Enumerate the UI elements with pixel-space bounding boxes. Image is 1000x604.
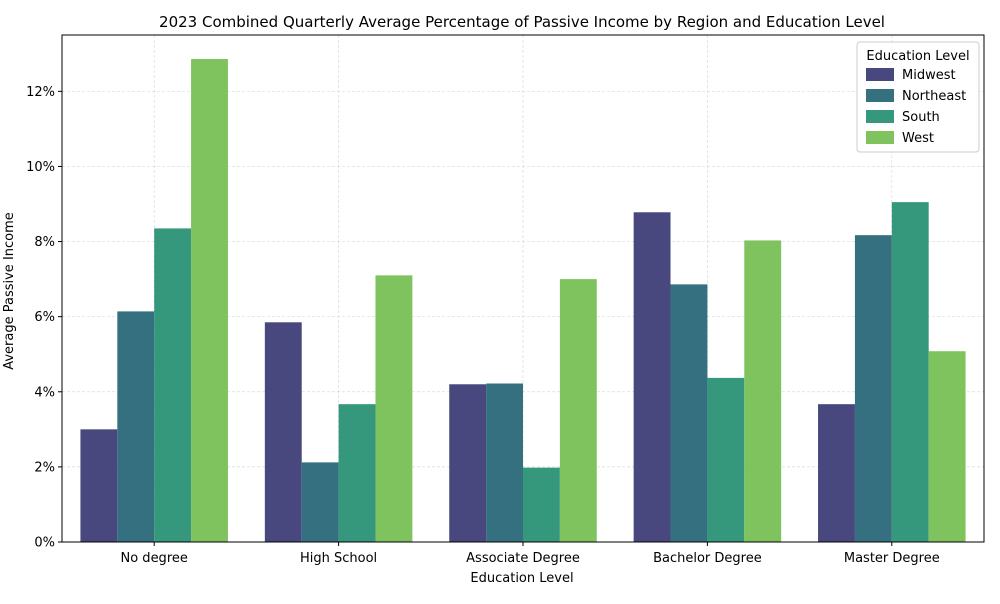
x-axis-label: Education Level <box>470 571 573 586</box>
y-tick-label: 10% <box>26 160 55 175</box>
y-tick-label: 12% <box>26 85 55 100</box>
y-tick-label: 2% <box>34 460 55 475</box>
bar-midwest <box>449 384 487 542</box>
bar-northeast <box>854 235 892 542</box>
legend-label: Northeast <box>902 89 966 104</box>
legend-swatch <box>866 131 894 144</box>
legend-label: Midwest <box>902 68 956 83</box>
bar-northeast <box>117 311 155 542</box>
bar-south <box>154 228 192 542</box>
plot-frame <box>61 34 985 543</box>
bar-south <box>523 467 560 542</box>
y-tick-label: 6% <box>34 310 55 325</box>
bar-northeast <box>670 284 708 542</box>
legend: Education Level Midwest Northeast South Wes… <box>856 41 980 153</box>
bar-northeast <box>486 383 523 542</box>
bar-west <box>191 59 228 543</box>
legend-swatch <box>866 89 894 102</box>
bar-midwest <box>80 429 118 542</box>
bar-south <box>338 404 376 542</box>
x-tick-label: High School <box>300 551 377 566</box>
legend-swatch <box>866 110 894 123</box>
axes: 0% 2% 4% 6% 8% 10% 12% No degree High School Asso… <box>26 34 985 566</box>
x-tick-label: Bachelor Degree <box>653 551 762 566</box>
bar-midwest <box>818 404 855 542</box>
bar-south <box>707 377 745 542</box>
bars <box>80 59 966 543</box>
x-tick-label: Master Degree <box>844 551 940 566</box>
y-tick-label: 4% <box>34 385 55 400</box>
y-tick-label: 8% <box>34 235 55 250</box>
legend-swatch <box>866 68 894 81</box>
bar-midwest <box>633 212 671 543</box>
bar-northeast <box>301 462 339 542</box>
bar-midwest <box>264 322 302 542</box>
bar-south <box>891 202 929 542</box>
x-tick-label: No degree <box>121 551 188 566</box>
legend-label: South <box>902 110 940 125</box>
legend-label: West <box>902 131 934 146</box>
bar-west <box>559 279 597 542</box>
chart-title: 2023 Combined Quarterly Average Percenta… <box>159 13 885 31</box>
x-tick-label: Associate Degree <box>466 551 580 566</box>
legend-title: Education Level <box>866 49 969 64</box>
bar-west <box>375 275 413 542</box>
y-tick-label: 0% <box>34 536 55 551</box>
y-axis-label: Average Passive Income <box>2 212 17 370</box>
bar-west <box>744 240 782 542</box>
bar-west <box>928 351 966 542</box>
